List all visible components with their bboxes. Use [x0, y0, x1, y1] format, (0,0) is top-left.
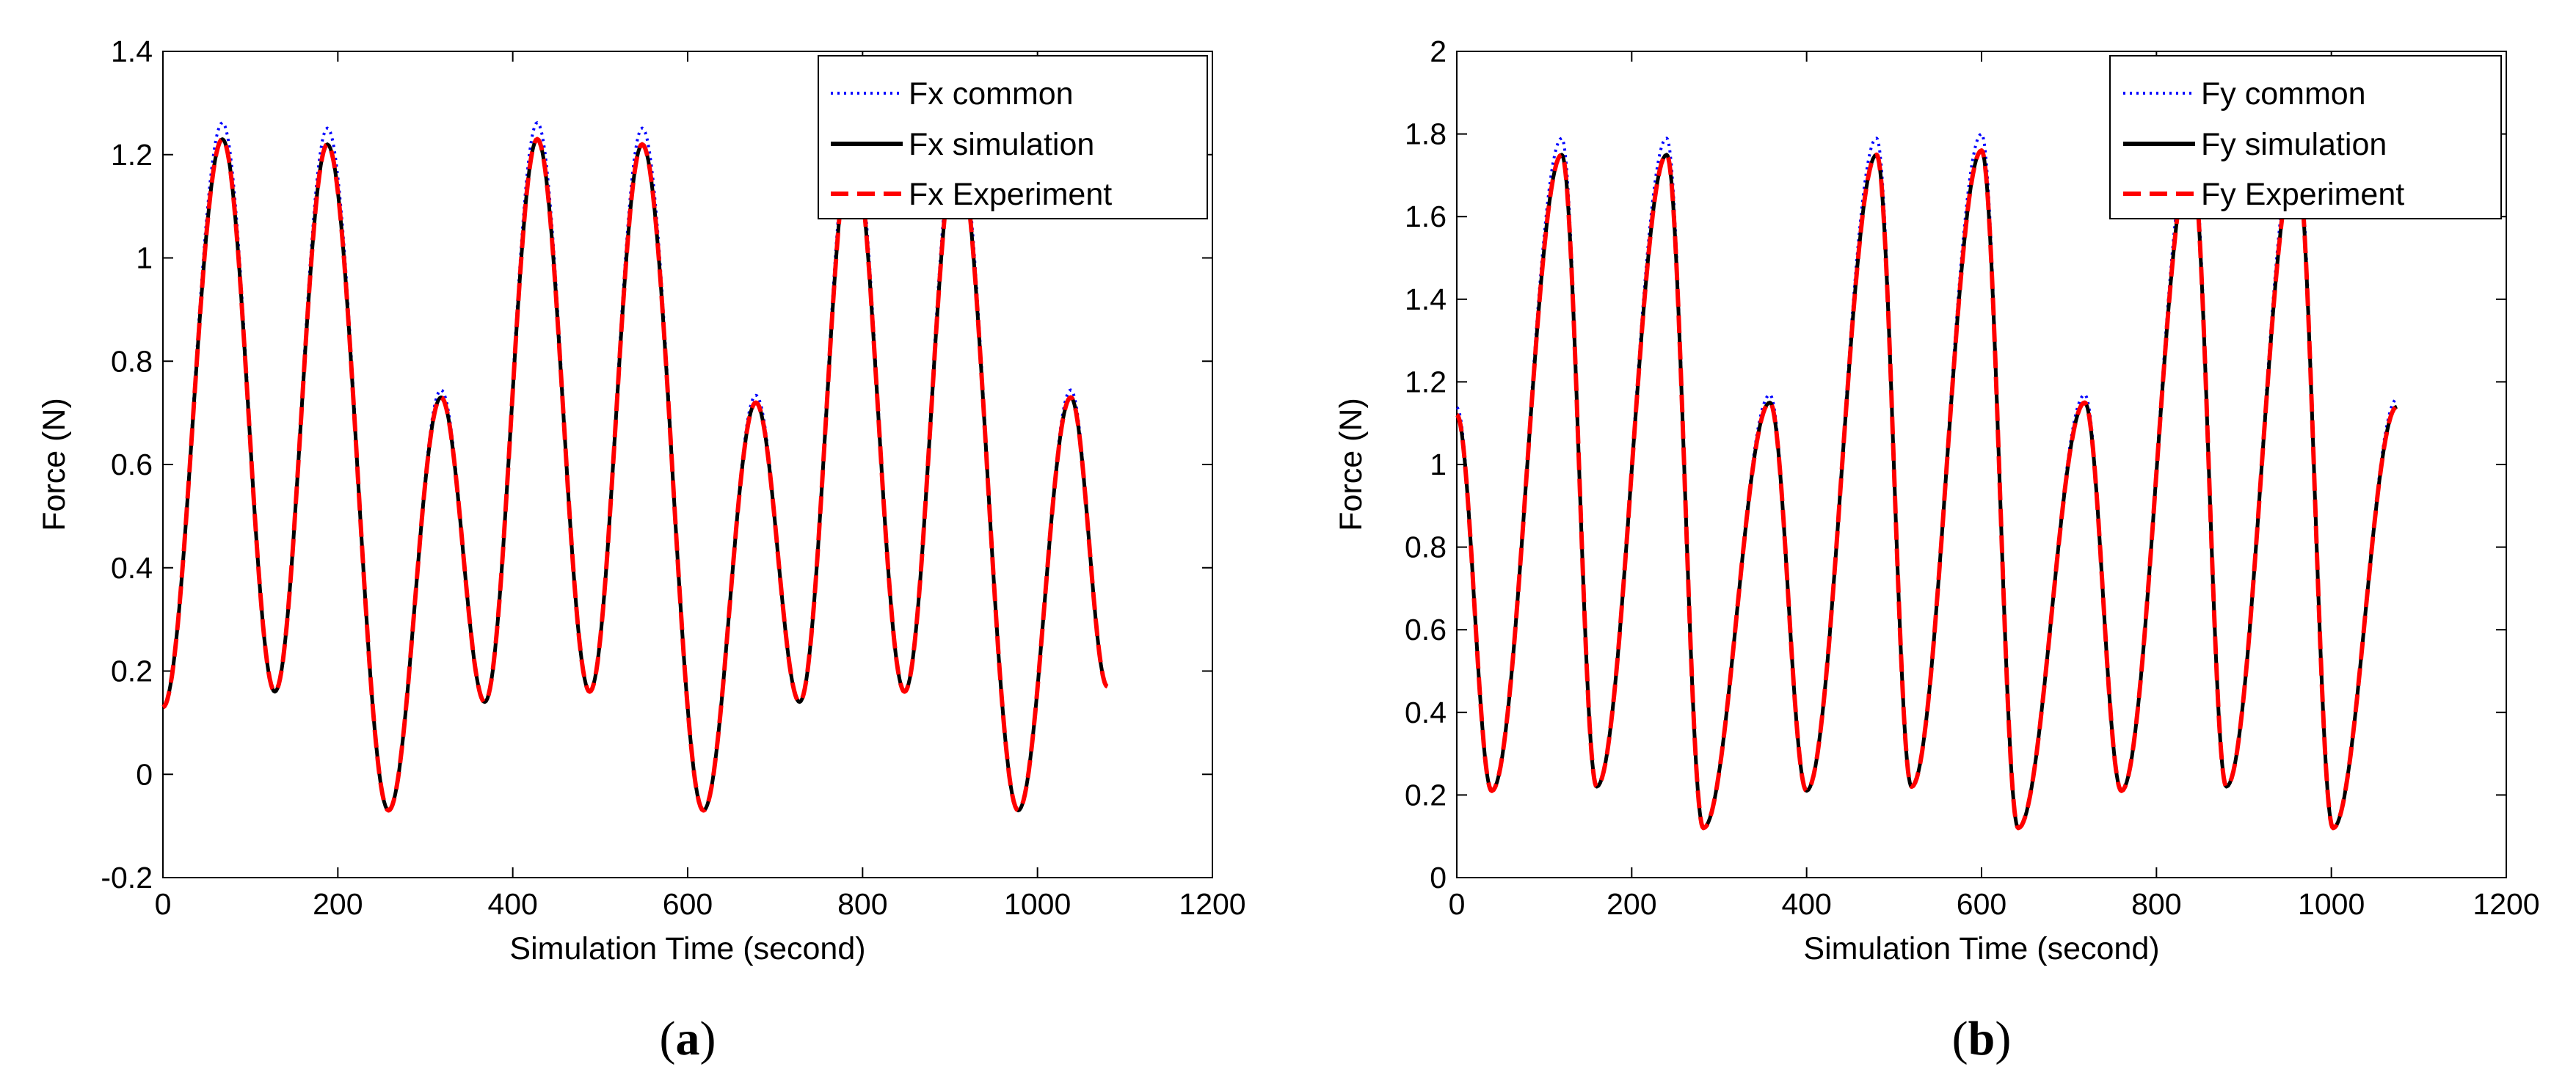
y-tick-label: 1.4 — [1405, 283, 1447, 316]
y-tick-label: 0.4 — [1405, 696, 1447, 729]
x-axis-label-b: Simulation Time (second) — [1803, 931, 2159, 966]
caption-b-letter: b — [1968, 1012, 1995, 1065]
y-tick-label: 1 — [1430, 448, 1447, 481]
y-tick-label: 0 — [1430, 861, 1447, 894]
y-tick-label: 1.8 — [1405, 117, 1447, 151]
series-group-b — [1455, 132, 2398, 831]
x-axis-label-a: Simulation Time (second) — [509, 931, 865, 966]
y-tick-label: 1.2 — [111, 138, 153, 172]
caption-b-open: ( — [1952, 1012, 1968, 1065]
caption-a-close: ) — [700, 1012, 716, 1065]
y-tick-label: 0 — [136, 757, 153, 791]
y-tick-label: 0.6 — [111, 448, 153, 481]
legend-label-fx-simulation: Fx simulation — [909, 127, 1094, 162]
x-tick-label: 1200 — [2473, 887, 2539, 921]
y-tick-label: 0.8 — [111, 344, 153, 378]
y-tick-label: -0.2 — [101, 861, 153, 894]
x-tick-label: 600 — [663, 887, 713, 921]
y-tick-label: 0.2 — [1405, 778, 1447, 812]
x-tick-label: 0 — [155, 887, 172, 921]
chart-panel-a: -0.200.20.40.60.811.21.4 0 200 400 600 800 10… — [37, 34, 1246, 1065]
caption-b: (b) — [1952, 1012, 2012, 1065]
x-tick-label: 800 — [2131, 887, 2181, 921]
x-tick-label: 600 — [1957, 887, 2006, 921]
caption-a: (a) — [660, 1012, 716, 1065]
y-tick-label: 0.4 — [111, 551, 153, 585]
series-line-fy-experiment — [1455, 148, 2398, 831]
caption-b-close: ) — [1995, 1012, 2011, 1065]
y-axis-label-a: Force (N) — [37, 398, 72, 531]
x-tick-label: 800 — [837, 887, 887, 921]
caption-a-open: ( — [660, 1012, 676, 1065]
caption-a-letter: a — [676, 1012, 700, 1065]
y-tick-label: 1.2 — [1405, 365, 1447, 398]
x-ticks-a: 0 200 400 600 800 1000 1200 — [155, 51, 1246, 921]
y-tick-label: 1.4 — [111, 34, 153, 68]
y-tick-label: 1.6 — [1405, 200, 1447, 233]
legend-label-fx-common: Fx common — [909, 76, 1074, 112]
legend-label-fy-simulation: Fy simulation — [2201, 127, 2387, 162]
y-tick-label: 0.2 — [111, 655, 153, 688]
legend-box-a — [818, 55, 1208, 219]
y-tick-label: 0.6 — [1405, 613, 1447, 646]
x-tick-label: 200 — [1607, 887, 1656, 921]
y-ticks-b: 0 0.2 0.4 0.6 0.8 1 1.2 1.4 1.6 1.8 2 — [1405, 34, 2506, 894]
legend-label-fx-experiment: Fx Experiment — [909, 177, 1112, 212]
chart-panel-b: 0 0.2 0.4 0.6 0.8 1 1.2 1.4 1.6 1.8 2 0 200 400 600 80… — [1334, 34, 2540, 1065]
x-tick-label: 1000 — [2298, 887, 2365, 921]
x-tick-label: 400 — [1781, 887, 1831, 921]
x-ticks-b: 0 200 400 600 800 1000 1200 — [1449, 51, 2540, 921]
y-tick-label: 0.8 — [1405, 531, 1447, 564]
y-tick-label: 1 — [136, 241, 153, 275]
legend-b: Fy common Fy simulation Fy Experiment — [2109, 55, 2502, 219]
y-axis-label-b: Force (N) — [1334, 398, 1369, 531]
series-line-fx-common — [161, 121, 1108, 812]
y-ticks-a: -0.2 0 0.2 0.4 0.6 0.8 1 1.2 1.4 — [101, 34, 1212, 894]
legend-a: Fx common Fx simulation Fx Experiment — [818, 55, 1208, 219]
legend-label-fy-common: Fy common — [2201, 76, 2366, 112]
y-tick-label: 2 — [1430, 34, 1447, 68]
x-tick-label: 200 — [313, 887, 363, 921]
legend-label-fy-experiment: Fy Experiment — [2201, 177, 2404, 212]
x-tick-label: 0 — [1449, 887, 1466, 921]
x-tick-label: 1000 — [1004, 887, 1071, 921]
x-tick-label: 1200 — [1179, 887, 1245, 921]
legend-box-b — [2109, 55, 2502, 219]
x-tick-label: 400 — [487, 887, 537, 921]
